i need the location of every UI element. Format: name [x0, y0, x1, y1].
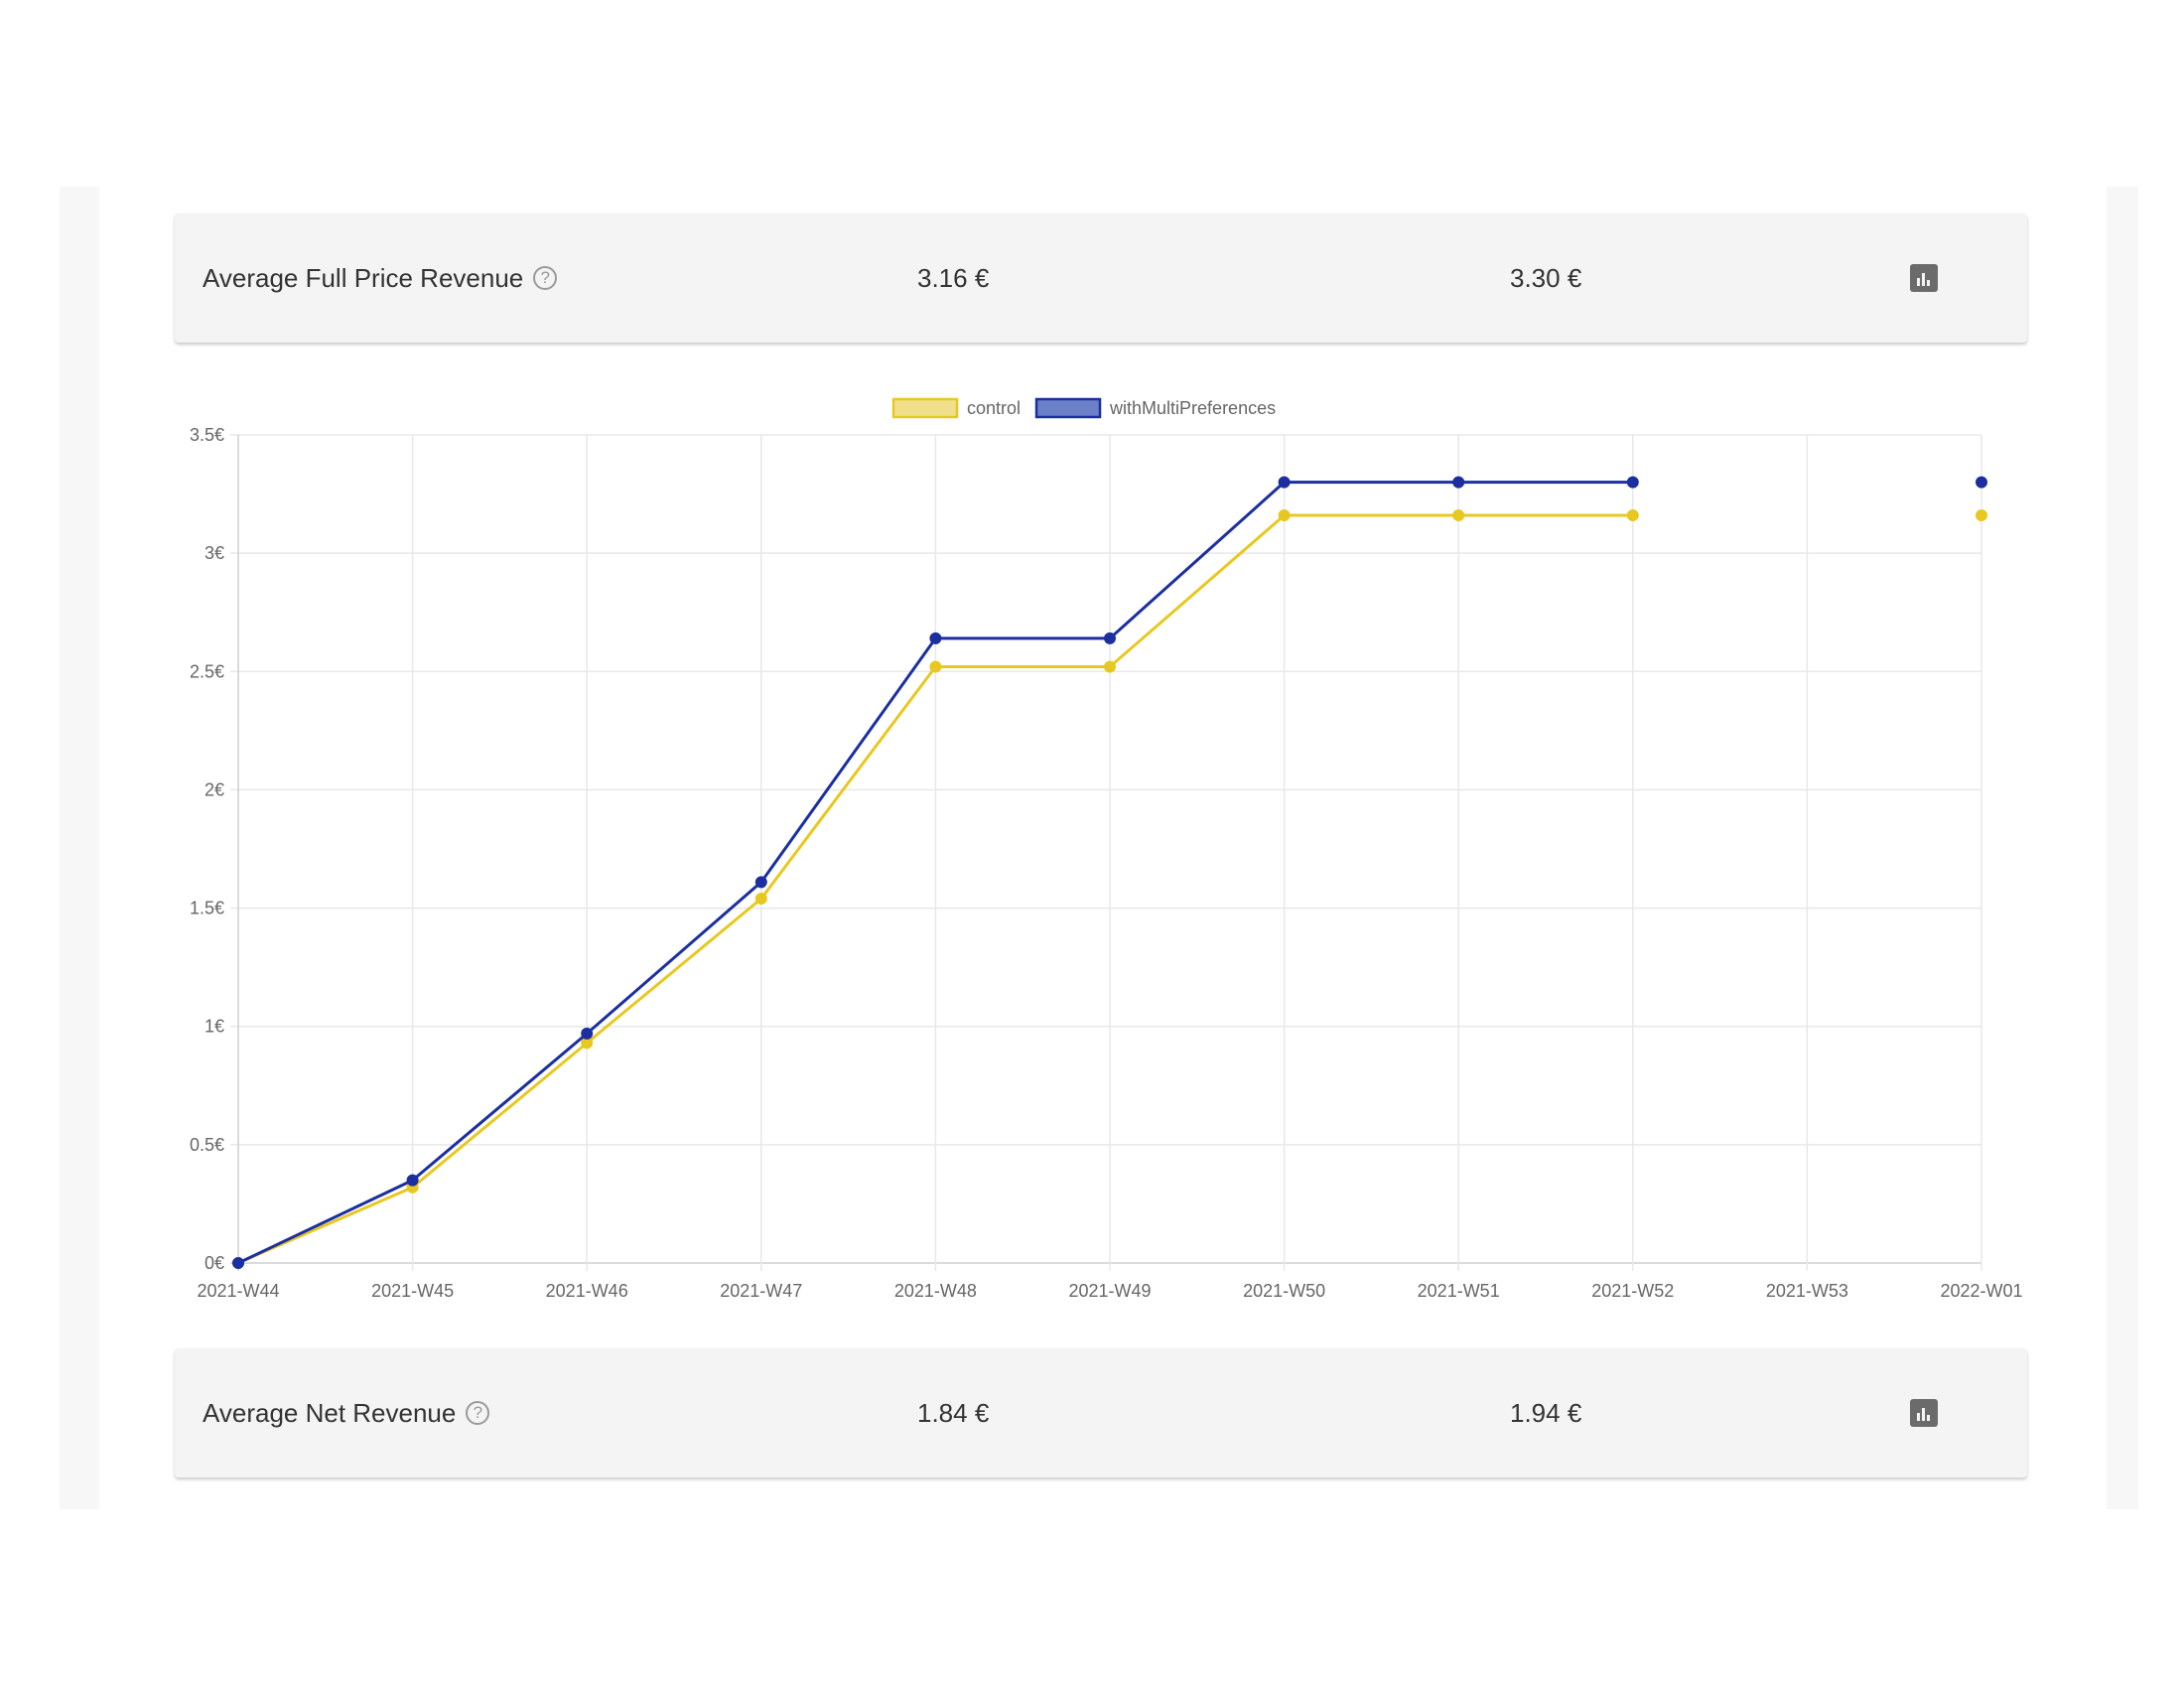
bar-chart-icon[interactable]: [1910, 264, 1938, 292]
chart-grid: [230, 434, 1982, 1271]
data-point-control: [1278, 509, 1291, 522]
y-tick-label: 1€: [205, 1017, 224, 1037]
y-tick-label: 0€: [205, 1253, 224, 1273]
y-tick-label: 2.5€: [190, 661, 224, 681]
metric-title-text: Average Full Price Revenue: [203, 262, 524, 293]
x-tick-label: 2021-W46: [546, 1281, 628, 1301]
left-panel-edge: [60, 187, 99, 1509]
x-tick-label: 2021-W45: [371, 1281, 454, 1301]
legend-label-withMultiPreferences: withMultiPreferences: [1109, 398, 1276, 418]
data-point-control: [1626, 509, 1639, 522]
data-point-control: [754, 893, 767, 906]
chart-series: [232, 476, 1987, 1269]
legend-label-control: control: [967, 398, 1021, 418]
data-point-control: [929, 660, 942, 673]
data-point-withMultiPreferences: [1452, 476, 1465, 489]
bar-chart-icon[interactable]: [1910, 1399, 1938, 1427]
x-tick-label: 2021-W44: [197, 1281, 279, 1301]
metric-title: Average Full Price Revenue ?: [203, 213, 558, 343]
y-tick-label: 0.5€: [190, 1135, 224, 1155]
data-point-control: [1976, 509, 1987, 522]
variant-value: 3.30 €: [1510, 262, 1582, 293]
x-tick-label: 2021-W47: [720, 1281, 802, 1301]
y-tick-label: 3.5€: [190, 425, 224, 445]
right-panel-edge: [2107, 187, 2138, 1509]
data-point-withMultiPreferences: [929, 632, 942, 644]
x-tick-label: 2021-W50: [1243, 1281, 1325, 1301]
data-point-withMultiPreferences: [1104, 632, 1116, 644]
metric-row-net-revenue: Average Net Revenue ? 1.84 € 1.94 €: [175, 1348, 2027, 1477]
data-point-withMultiPreferences: [232, 1257, 244, 1269]
y-tick-label: 3€: [205, 543, 224, 563]
metric-title-text: Average Net Revenue: [203, 1397, 457, 1428]
help-icon[interactable]: ?: [533, 266, 558, 290]
line-chart: 0€ 0.5€ 1€ 1.5€ 2€ 2.5€ 3€ 3.5€ 2021-W44 2021-W45…: [190, 397, 2023, 1301]
metric-row-full-price-revenue: Average Full Price Revenue ? 3.16 € 3.30…: [175, 213, 2027, 343]
y-tick-label: 1.5€: [190, 899, 224, 918]
data-point-control: [1104, 660, 1116, 673]
x-tick-label: 2021-W51: [1418, 1281, 1500, 1301]
data-point-withMultiPreferences: [1626, 476, 1639, 489]
data-point-withMultiPreferences: [1278, 476, 1291, 489]
x-tick-label: 2021-W53: [1766, 1281, 1848, 1301]
x-tick-label: 2021-W49: [1068, 1281, 1151, 1301]
x-tick-label: 2021-W48: [894, 1281, 977, 1301]
chart-axes: 0€ 0.5€ 1€ 1.5€ 2€ 2.5€ 3€ 3.5€ 2021-W44 2021-W45…: [190, 425, 2023, 1301]
data-point-withMultiPreferences: [406, 1174, 419, 1187]
chart-legend: control withMultiPreferences: [891, 397, 1276, 419]
x-tick-label: 2021-W52: [1591, 1281, 1674, 1301]
help-icon[interactable]: ?: [466, 1401, 490, 1425]
legend-swatch-withMultiPreferences: [1034, 397, 1102, 419]
control-value: 1.84 €: [917, 1397, 990, 1428]
legend-swatch-control: [891, 397, 959, 419]
metric-title: Average Net Revenue ?: [203, 1348, 490, 1477]
variant-value: 1.94 €: [1510, 1397, 1582, 1428]
data-point-withMultiPreferences: [581, 1027, 594, 1040]
data-point-withMultiPreferences: [1976, 476, 1987, 489]
y-tick-label: 2€: [205, 779, 224, 799]
x-tick-label: 2022-W01: [1940, 1281, 2022, 1301]
control-value: 3.16 €: [917, 262, 990, 293]
data-point-control: [1452, 509, 1465, 522]
data-point-withMultiPreferences: [754, 876, 767, 889]
